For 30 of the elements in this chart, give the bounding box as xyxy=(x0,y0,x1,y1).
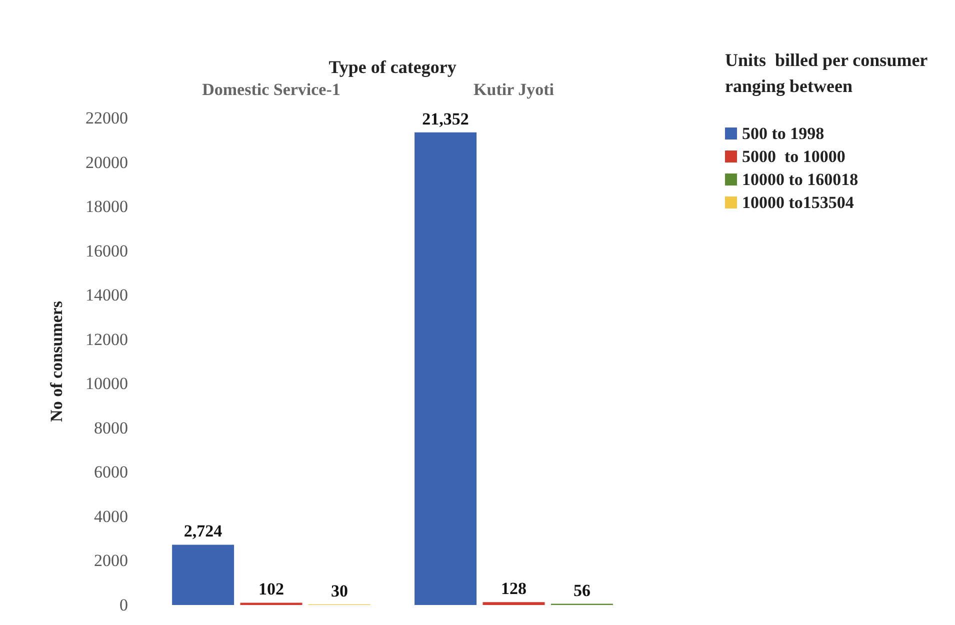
data-label: 102 xyxy=(258,580,284,599)
data-label: 30 xyxy=(330,581,348,600)
y-tick-label: 22000 xyxy=(86,108,128,128)
y-axis-title: No of consumers xyxy=(47,300,66,422)
x-axis-title: Type of category xyxy=(328,57,456,77)
y-tick-label: 14000 xyxy=(86,286,128,305)
y-tick-label: 4000 xyxy=(94,506,128,526)
legend-label: 500 to 1998 xyxy=(742,124,824,143)
legend-label: 5000 to 10000 xyxy=(742,147,846,166)
y-tick-label: 6000 xyxy=(94,462,128,482)
data-label: 128 xyxy=(501,579,526,598)
x-tick-label: Domestic Service-1 xyxy=(202,80,340,99)
bar xyxy=(414,132,477,605)
y-tick-label: 10000 xyxy=(86,374,128,394)
bar xyxy=(172,544,234,605)
y-tick-label: 8000 xyxy=(94,418,128,438)
legend-label: 10000 to153504 xyxy=(742,193,854,212)
y-tick-label: 0 xyxy=(120,596,128,614)
data-label: 21,352 xyxy=(422,109,469,128)
legend-title: Units billed per consumer ranging between xyxy=(725,50,928,96)
y-tick-label: 12000 xyxy=(86,330,128,349)
y-tick-label: 18000 xyxy=(86,197,128,216)
y-tick-label: 20000 xyxy=(86,152,128,172)
y-tick-label: 16000 xyxy=(86,241,128,260)
bar xyxy=(482,602,545,605)
x-tick-label: Kutir Jyoti xyxy=(474,80,554,99)
data-label: 56 xyxy=(573,580,590,600)
y-tick-label: 2000 xyxy=(94,551,128,570)
legend-label: 10000 to 160018 xyxy=(742,170,858,189)
data-label: 2,724 xyxy=(184,522,223,541)
